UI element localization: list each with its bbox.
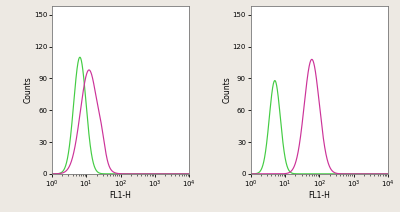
Y-axis label: Counts: Counts <box>222 77 231 103</box>
X-axis label: FL1-H: FL1-H <box>308 191 330 200</box>
X-axis label: FL1-H: FL1-H <box>110 191 132 200</box>
Y-axis label: Counts: Counts <box>23 77 32 103</box>
